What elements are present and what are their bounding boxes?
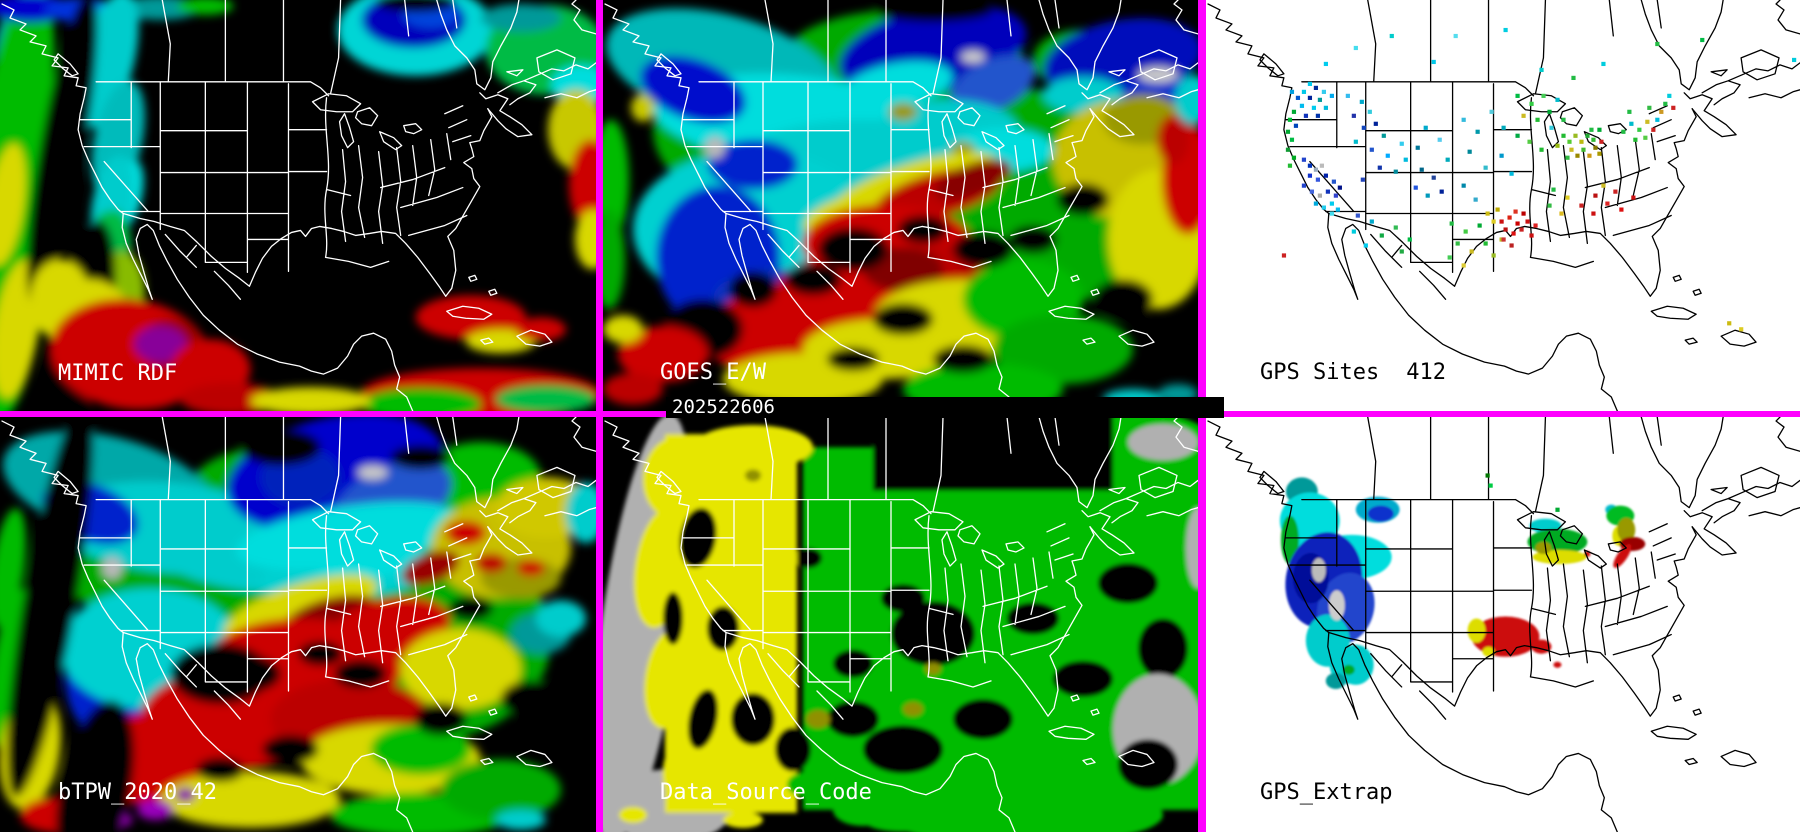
map-outline bbox=[1, 417, 596, 832]
tpw-field bbox=[0, 417, 596, 832]
map-outline bbox=[1, 0, 596, 411]
panel-label: bTPW_2020_42 bbox=[58, 780, 217, 805]
gps-site-dots bbox=[1281, 27, 1797, 332]
map-outline bbox=[604, 0, 1198, 411]
panel-label: GPS Sites 412 bbox=[1260, 362, 1446, 384]
map-outline bbox=[604, 417, 1198, 832]
panel-label: GPS_Extrap bbox=[1260, 780, 1393, 805]
tpw-field bbox=[0, 0, 596, 411]
panel-data-source-code: Data_Source_Code bbox=[603, 417, 1198, 832]
extrap-dots bbox=[1485, 473, 1560, 512]
panel-label: GOES_E/W bbox=[660, 360, 766, 385]
panel-gps-extrap: GPS_Extrap bbox=[1206, 417, 1800, 832]
panel-gps-sites: GPS Sites 412 bbox=[1206, 0, 1800, 411]
tpw-field bbox=[603, 0, 1198, 411]
gps-sites-count: 412 bbox=[1406, 360, 1446, 385]
panel-goes-ew: GOES_E/W bbox=[603, 0, 1198, 411]
timestamp-text: 202522606 bbox=[672, 396, 775, 418]
panel-label: MIMIC RDF bbox=[58, 361, 178, 386]
gps-sites-label: GPS Sites bbox=[1260, 360, 1380, 385]
panel-btpw: bTPW_2020_42 bbox=[0, 417, 596, 832]
panel-mimic-rdf: MIMIC RDF bbox=[0, 0, 596, 411]
timestamp-bar: 202522606 bbox=[666, 397, 1224, 418]
category-field bbox=[603, 417, 1198, 832]
panel-label: Data_Source_Code bbox=[660, 780, 872, 805]
